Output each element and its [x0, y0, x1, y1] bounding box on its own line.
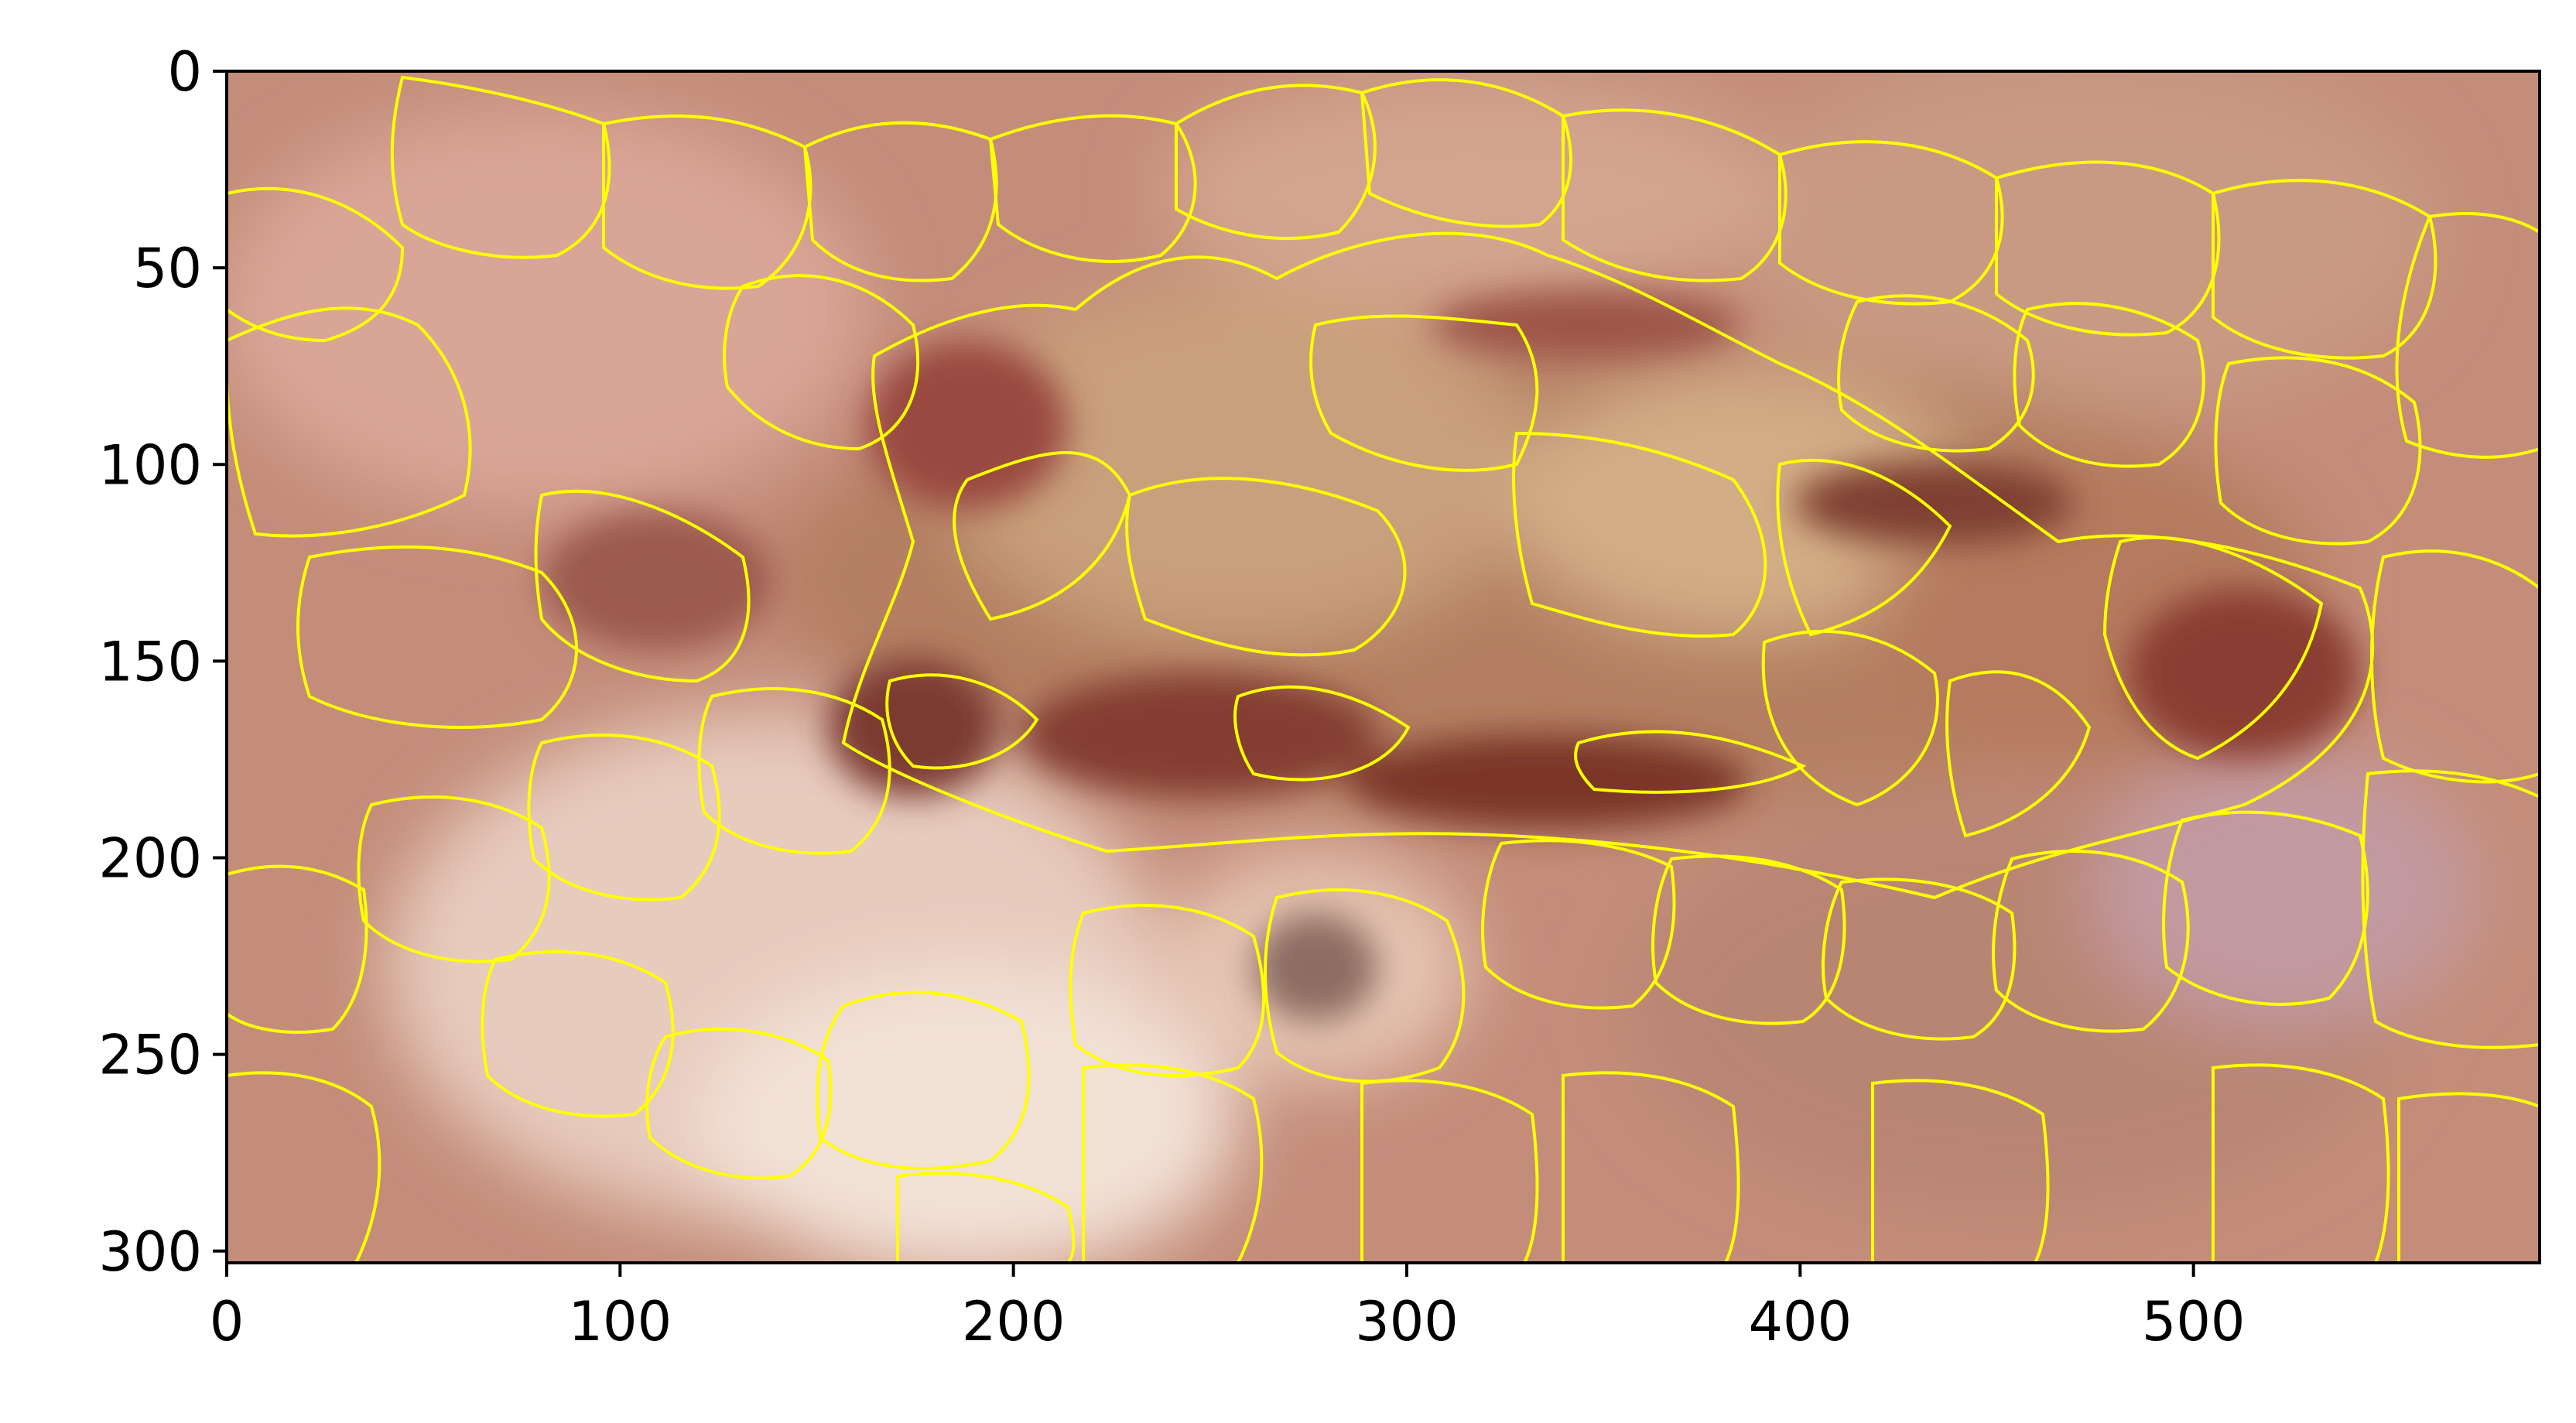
y-tick-label: 150 — [98, 630, 202, 693]
lesion-image — [227, 71, 2540, 1263]
x-axis: 0 100 200 300 400 500 — [210, 1263, 2246, 1353]
y-axis: 0 50 100 150 200 250 300 — [98, 40, 227, 1284]
y-tick-label: 250 — [98, 1024, 202, 1087]
axes-frame — [225, 70, 2541, 1264]
y-tick-label: 300 — [98, 1220, 202, 1284]
x-tick-label: 100 — [569, 1290, 672, 1353]
x-tick-label: 0 — [210, 1290, 245, 1353]
x-tick-label: 400 — [1749, 1290, 1852, 1353]
x-tick-label: 300 — [1355, 1290, 1459, 1353]
y-tick-label: 0 — [167, 40, 202, 104]
y-tick-label: 50 — [133, 237, 202, 300]
x-tick-label: 200 — [962, 1290, 1066, 1353]
superpixel-boundaries — [227, 75, 2540, 1263]
y-tick-label: 200 — [98, 827, 202, 891]
x-tick-label: 500 — [2142, 1290, 2246, 1353]
y-tick-label: 100 — [98, 433, 202, 497]
